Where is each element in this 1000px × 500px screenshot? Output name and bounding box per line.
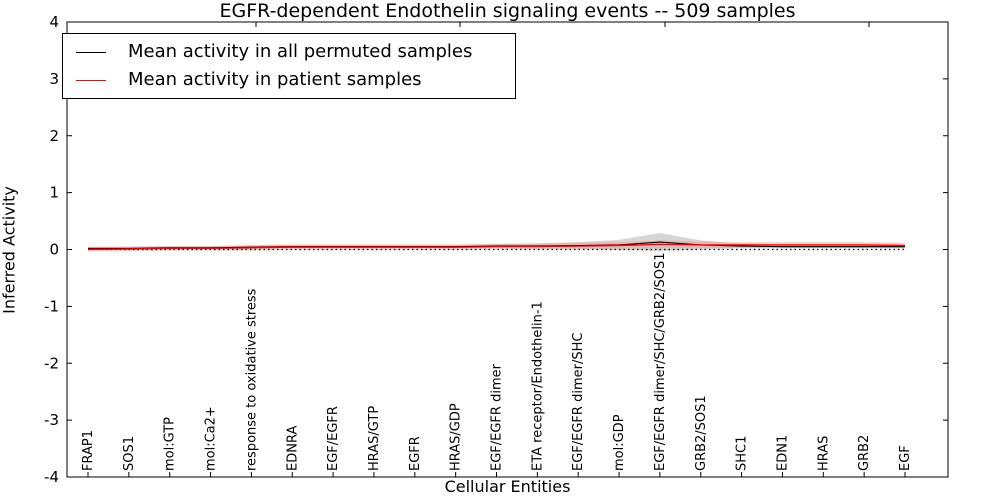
x-tick-label: mol:GTP [163,417,178,471]
legend: Mean activity in all permuted samples Me… [62,33,516,99]
x-tick-label: FRAP1 [81,430,96,471]
series-line-1 [87,243,906,251]
y-tick-label: 2 [49,127,59,145]
x-tick-label: EGF/EGFR dimer/SHC [571,333,586,471]
chart-title: EGFR-dependent Endothelin signaling even… [219,0,796,22]
x-tick-label: EDNRA [285,426,300,471]
legend-line-sample-permuted [76,51,106,53]
legend-label-patient: Mean activity in patient samples [128,69,422,90]
y-tick-label: -2 [44,354,59,372]
y-tick-label: -1 [44,297,59,315]
x-tick-label: EDN1 [775,435,790,471]
legend-label-permuted: Mean activity in all permuted samples [128,41,473,62]
y-tick-label: 3 [49,70,59,88]
x-tick-label: GRB2/SOS1 [694,395,709,471]
x-tick-label: SHC1 [735,436,750,471]
legend-line-sample-patient [76,79,106,81]
x-axis-title: Cellular Entities [444,477,571,496]
x-tick-label: HRAS/GDP [449,403,464,471]
x-tick-label: EGF/EGFR [326,406,341,471]
legend-item-permuted: Mean activity in all permuted samples [63,42,515,62]
y-tick-label: -4 [44,468,59,486]
x-tick-label: HRAS [816,436,831,471]
x-tick-label: GRB2 [857,435,872,471]
y-axis-title: Inferred Activity [0,186,19,314]
y-tick-label: 0 [49,241,59,259]
x-tick-label: EGF [898,445,913,471]
legend-item-patient: Mean activity in patient samples [63,70,515,90]
x-tick-label: EGF/EGFR dimer [490,363,505,471]
x-tick-label: response to oxidative stress [244,288,259,471]
x-tick-label: ETA receptor/Endothelin-1 [530,301,545,471]
x-tick-label: SOS1 [122,436,137,471]
y-tick-label: -3 [44,411,59,429]
x-tick-label: mol:GDP [612,414,627,471]
x-tick-label: EGFR [408,436,423,471]
x-tick-label: EGF/EGFR dimer/SHC/GRB2/SOS1 [653,253,668,472]
x-tick-label: mol:Ca2+ [204,406,219,471]
y-tick-label: 4 [49,13,59,31]
x-tick-label: HRAS/GTP [367,406,382,471]
y-tick-label: 1 [49,184,59,202]
